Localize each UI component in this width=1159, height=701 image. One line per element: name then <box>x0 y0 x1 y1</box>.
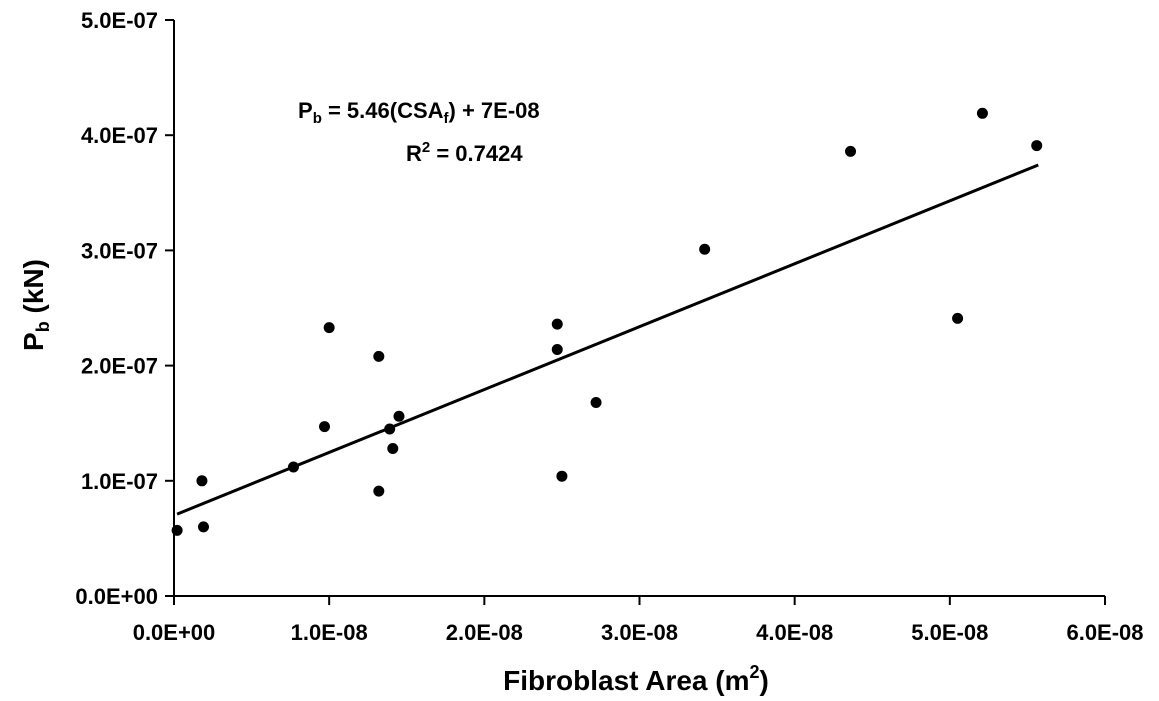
y-tick-label: 3.0E-07 <box>81 238 158 263</box>
equation-line: Pb = 5.46(CSAf) + 7E-08 <box>298 98 540 127</box>
data-point <box>393 410 405 422</box>
x-tick-label: 4.0E-08 <box>756 620 833 645</box>
data-point <box>196 475 208 487</box>
trendline <box>176 163 1039 516</box>
x-tick-label: 5.0E-08 <box>911 620 988 645</box>
data-point <box>373 485 385 497</box>
data-points <box>171 107 1043 536</box>
y-axis-title: Pb (kN) <box>18 259 53 351</box>
data-point <box>384 423 396 435</box>
data-point <box>699 243 711 255</box>
data-point <box>323 322 335 334</box>
data-point <box>1031 140 1043 152</box>
data-point <box>556 470 568 482</box>
x-ticks: 0.0E+00 1.0E-08 2.0E-08 3.0E-08 4.0E-08 5.0E-… <box>133 596 1144 645</box>
y-tick-label: 5.0E-07 <box>81 8 158 33</box>
data-point <box>952 312 964 324</box>
data-point <box>551 318 563 330</box>
x-tick-label: 6.0E-08 <box>1066 620 1143 645</box>
data-point <box>845 145 857 157</box>
x-axis-title: Fibroblast Area (m2) <box>503 662 769 696</box>
y-tick-label: 0.0E+00 <box>75 584 158 609</box>
x-tick-label: 2.0E-08 <box>446 620 523 645</box>
data-point <box>387 443 399 455</box>
data-point <box>319 421 331 433</box>
data-point <box>287 461 299 473</box>
data-point <box>197 521 209 533</box>
y-ticks: 0.0E+00 1.0E-07 2.0E-07 3.0E-07 4.0E-07 5.0E-… <box>75 8 174 609</box>
x-tick-label: 3.0E-08 <box>601 620 678 645</box>
plot-area: 0.0E+00 1.0E-07 2.0E-07 3.0E-07 4.0E-07 5.0E-… <box>75 8 1143 645</box>
x-tick-label: 1.0E-08 <box>291 620 368 645</box>
data-point <box>976 107 988 119</box>
y-tick-label: 4.0E-07 <box>81 123 158 148</box>
r-squared-line: R2 = 0.7424 <box>406 139 523 166</box>
x-tick-label: 0.0E+00 <box>133 620 216 645</box>
y-tick-label: 2.0E-07 <box>81 354 158 379</box>
data-point <box>551 343 563 355</box>
data-point <box>373 350 385 362</box>
data-point <box>590 396 602 408</box>
data-point <box>171 524 183 536</box>
equation-annotation: Pb = 5.46(CSAf) + 7E-08 R2 = 0.7424 <box>298 98 540 166</box>
y-tick-label: 1.0E-07 <box>81 469 158 494</box>
